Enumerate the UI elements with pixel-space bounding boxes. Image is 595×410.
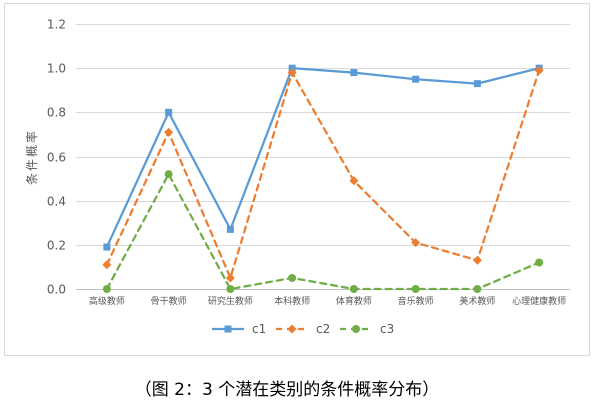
data-point-c1 xyxy=(473,80,481,88)
x-tick-label: 骨干教师 xyxy=(151,295,187,307)
x-tick-label: 本科教师 xyxy=(274,295,310,307)
data-point-c1 xyxy=(226,225,234,233)
y-gridlines xyxy=(76,24,570,290)
x-tick-label: 美术教师 xyxy=(459,295,495,307)
legend-marker xyxy=(224,325,232,333)
x-tick-label: 心理健康教师 xyxy=(512,295,566,307)
x-tick-label: 音乐教师 xyxy=(398,295,434,307)
series-line-c2 xyxy=(105,69,541,280)
data-point-c1 xyxy=(412,75,420,83)
series-line-c3 xyxy=(105,173,541,291)
y-tick-label: 0.4 xyxy=(47,195,66,209)
data-point-c3 xyxy=(411,285,420,293)
data-point-c2 xyxy=(225,273,235,283)
figure-caption: （图 2：3 个潜在类别的条件概率分布） xyxy=(134,380,440,400)
data-point-c2 xyxy=(472,255,482,265)
series-c3 xyxy=(102,170,544,293)
series-line-c1 xyxy=(105,67,541,249)
y-tick-label: 0.6 xyxy=(47,151,66,165)
y-tick-label: 0.8 xyxy=(47,106,66,120)
data-point-c3 xyxy=(164,170,173,179)
data-point-c1 xyxy=(350,69,358,77)
data-point-c2 xyxy=(164,127,174,137)
y-tick-label: 1.2 xyxy=(47,18,66,32)
series-c2 xyxy=(102,65,544,283)
data-point-c1 xyxy=(165,108,173,116)
x-tick-label: 体育教师 xyxy=(336,295,372,307)
data-point-c2 xyxy=(534,65,544,75)
x-tick-label: 高级教师 xyxy=(89,295,125,307)
chart-border xyxy=(4,3,590,356)
legend-marker xyxy=(287,324,297,334)
data-point-c2 xyxy=(102,260,112,270)
x-tick-label: 研究生教师 xyxy=(208,295,253,307)
data-point-c3 xyxy=(226,285,235,293)
data-point-c3 xyxy=(102,285,111,293)
y-tick-label: 0.0 xyxy=(47,283,66,297)
y-tick-label: 1.0 xyxy=(47,62,66,76)
legend-label: c1 xyxy=(252,322,266,336)
data-point-c3 xyxy=(288,273,297,282)
y-axis-tick-labels: 0.0 0.2 0.4 0.6 0.8 1.0 1.2 xyxy=(47,18,66,297)
data-point-c3 xyxy=(473,285,482,293)
data-point-c1 xyxy=(103,243,111,251)
plot-series xyxy=(102,64,544,293)
legend: c1 c2 c3 xyxy=(212,322,394,336)
data-point-c2 xyxy=(287,68,297,78)
data-point-c2 xyxy=(411,238,421,248)
legend-item-c3: c3 xyxy=(340,322,394,336)
legend-label: c2 xyxy=(316,322,330,336)
data-point-c3 xyxy=(349,285,358,293)
legend-marker xyxy=(352,325,360,333)
x-axis-tick-labels: 高级教师 骨干教师 研究生教师 本科教师 体育教师 音乐教师 美术教师 心理健康教师 xyxy=(89,295,566,307)
chart-frame: 0.0 0.2 0.4 0.6 0.8 1.0 1.2 高级教师 骨干教师 研究生教师 本科教师 体… xyxy=(4,3,590,356)
line-chart: 0.0 0.2 0.4 0.6 0.8 1.0 1.2 高级教师 骨干教师 研究生教师 本科教师 体… xyxy=(4,3,590,356)
data-point-c3 xyxy=(535,258,544,267)
legend-item-c1: c1 xyxy=(212,322,266,336)
data-point-c2 xyxy=(349,176,359,186)
legend-label: c3 xyxy=(380,322,394,336)
series-c1 xyxy=(103,64,543,251)
legend-item-c2: c2 xyxy=(276,322,330,336)
y-tick-label: 0.2 xyxy=(47,239,66,253)
y-axis-title: 条件概率 xyxy=(24,129,39,185)
